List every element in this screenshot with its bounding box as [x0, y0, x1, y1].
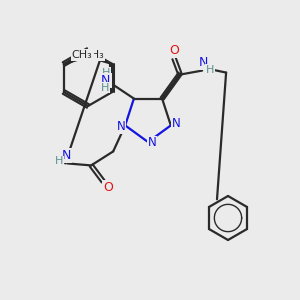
- Text: O: O: [169, 44, 179, 57]
- Text: H: H: [102, 68, 110, 78]
- Text: N: N: [172, 117, 180, 130]
- Text: O: O: [103, 181, 113, 194]
- Text: CH₃: CH₃: [72, 50, 93, 60]
- Text: H: H: [101, 82, 109, 93]
- Text: N: N: [61, 149, 71, 162]
- Text: N: N: [148, 136, 156, 149]
- Text: N: N: [117, 120, 125, 133]
- Text: H: H: [206, 64, 214, 75]
- Text: N: N: [198, 56, 208, 69]
- Text: CH₃: CH₃: [83, 50, 104, 60]
- Text: N: N: [101, 74, 111, 87]
- Text: H: H: [55, 156, 63, 167]
